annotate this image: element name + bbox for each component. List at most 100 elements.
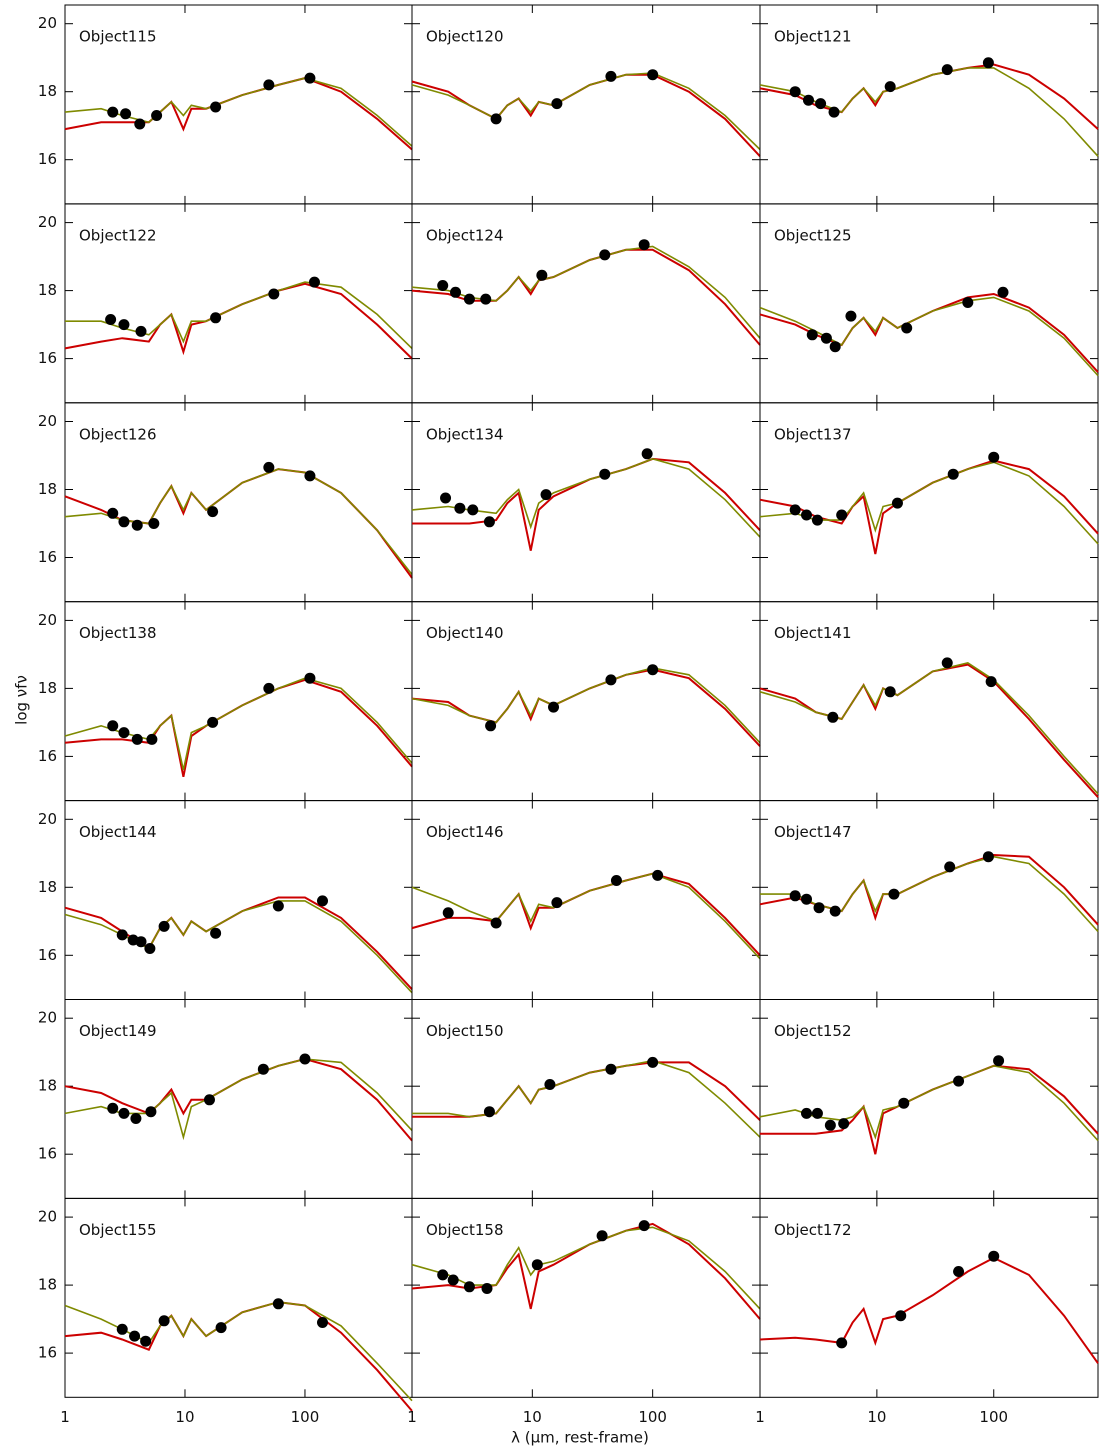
photometry-point <box>884 81 896 93</box>
y-tick-label: 18 <box>38 1077 57 1095</box>
model-curve <box>759 67 1099 157</box>
photometry-point <box>463 293 475 305</box>
x-tick-label: 100 <box>979 1408 1008 1426</box>
model-curve <box>411 1226 761 1310</box>
model-curve <box>411 72 761 151</box>
photometry-point <box>898 1097 910 1109</box>
photometry-point <box>638 239 650 251</box>
photometry-point <box>145 1106 157 1118</box>
y-tick-label: 18 <box>38 281 57 299</box>
photometry-point <box>151 110 163 121</box>
photometry-point <box>982 851 994 863</box>
photometry-point <box>118 516 130 528</box>
photometry-point <box>901 322 913 334</box>
photometry-point <box>215 1322 227 1334</box>
photometry-point <box>605 674 617 686</box>
y-tick-label: 18 <box>38 82 57 100</box>
photometry-point <box>993 1055 1005 1067</box>
photometry-point <box>596 1230 608 1242</box>
photometry-point <box>308 276 320 288</box>
photometry-point <box>210 101 222 113</box>
panel-title: Object158 <box>426 1221 503 1239</box>
panel-title: Object134 <box>426 425 503 443</box>
photometry-point <box>490 917 502 929</box>
photometry-point <box>544 1079 556 1090</box>
photometry-point <box>652 869 664 881</box>
photometry-point <box>828 106 840 118</box>
photometry-point <box>480 293 492 305</box>
x-tick-label: 1 <box>60 1408 70 1426</box>
photometry-point <box>599 249 611 261</box>
panel-title: Object125 <box>774 226 851 244</box>
y-tick-label: 20 <box>38 611 57 629</box>
photometry-point <box>490 113 502 125</box>
panel-title: Object149 <box>79 1022 156 1040</box>
photometry-point <box>107 507 119 519</box>
photometry-point <box>483 516 495 528</box>
photometry-point <box>299 1053 311 1065</box>
photometry-point <box>481 1283 493 1294</box>
photometry-point <box>801 1107 813 1119</box>
photometry-point <box>829 905 841 917</box>
photometry-point <box>638 1220 650 1232</box>
photometry-point <box>548 701 560 713</box>
photometry-point <box>467 504 479 516</box>
photometry-point <box>118 319 130 331</box>
y-tick-label: 20 <box>38 1009 57 1027</box>
photometry-point <box>997 286 1009 298</box>
model-curve <box>412 457 761 551</box>
photometry-point <box>263 79 275 91</box>
photometry-point <box>131 519 143 531</box>
photometry-point <box>158 920 170 932</box>
photometry-point <box>118 1107 130 1119</box>
panel-title: Object155 <box>79 1221 156 1239</box>
photometry-point <box>207 716 219 728</box>
x-tick-label: 100 <box>638 1408 667 1426</box>
model-curve <box>759 461 1099 545</box>
panel-title: Object146 <box>426 823 503 841</box>
photometry-point <box>536 269 548 281</box>
photometry-point <box>131 733 143 745</box>
photometry-point <box>982 57 994 69</box>
photometry-point <box>210 312 222 324</box>
panel-title: Object138 <box>79 624 156 642</box>
model-curve <box>759 1064 1099 1142</box>
panel-title: Object122 <box>79 226 156 244</box>
x-tick-label: 10 <box>523 1408 542 1426</box>
photometry-point <box>135 936 147 948</box>
photometry-point <box>485 720 497 732</box>
photometry-point <box>647 1056 659 1068</box>
photometry-point <box>813 902 825 914</box>
panel-title: Object147 <box>774 823 851 841</box>
photometry-point <box>116 929 128 941</box>
y-tick-label: 16 <box>38 1344 57 1362</box>
photometry-point <box>442 907 454 919</box>
panel-frame <box>759 1197 1099 1398</box>
model-curve <box>411 1222 761 1320</box>
photometry-point <box>450 286 462 298</box>
photometry-point <box>540 489 552 501</box>
photometry-point <box>829 341 841 353</box>
photometry-point <box>447 1274 459 1286</box>
model-curve <box>64 282 413 360</box>
x-tick-label: 100 <box>291 1408 320 1426</box>
photometry-point <box>827 711 839 723</box>
photometry-point <box>120 108 132 120</box>
photometry-point <box>801 893 813 905</box>
photometry-point <box>210 927 222 939</box>
model-curve <box>64 1301 413 1412</box>
model-curve <box>64 896 413 990</box>
model-curve <box>64 77 413 147</box>
photometry-point <box>454 502 466 514</box>
photometry-point <box>144 943 156 954</box>
y-tick-label: 18 <box>38 878 57 896</box>
photometry-point <box>116 1323 128 1335</box>
panel-title: Object120 <box>426 28 503 46</box>
x-tick-label: 10 <box>867 1408 886 1426</box>
y-tick-label: 20 <box>38 213 57 231</box>
y-tick-label: 16 <box>38 349 57 367</box>
panel-title: Object152 <box>774 1022 851 1040</box>
photometry-point <box>641 448 653 460</box>
photometry-point <box>953 1266 965 1277</box>
photometry-point <box>203 1094 215 1106</box>
